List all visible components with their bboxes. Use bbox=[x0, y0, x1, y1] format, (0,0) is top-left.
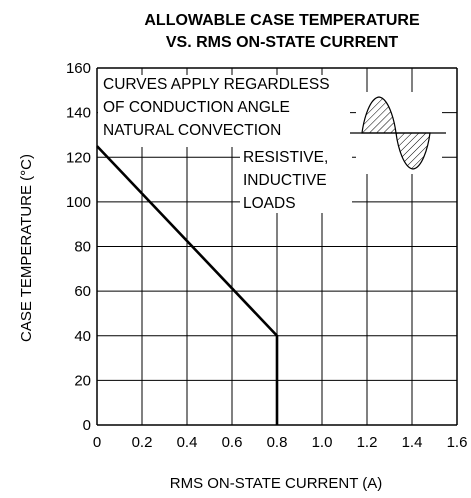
x-tick-label: 1.2 bbox=[357, 434, 378, 451]
sine-wave-icon bbox=[350, 92, 446, 174]
y-tick-label: 100 bbox=[66, 194, 91, 211]
load-label-line-3: LOADS bbox=[243, 195, 296, 212]
annotation-line-3: NATURAL CONVECTION bbox=[103, 122, 281, 139]
annotation-line-2: OF CONDUCTION ANGLE bbox=[103, 99, 290, 116]
annotation-background bbox=[98, 75, 350, 147]
y-tick-label: 20 bbox=[74, 372, 91, 389]
y-tick-label: 60 bbox=[74, 283, 91, 300]
x-axis-label: RMS ON-STATE CURRENT (A) bbox=[170, 475, 383, 492]
annotation-line-1: CURVES APPLY REGARDLESS bbox=[103, 76, 330, 93]
chart-title-line-2: VS. RMS ON-STATE CURRENT bbox=[166, 34, 399, 51]
y-tick-label: 140 bbox=[66, 105, 91, 122]
x-tick-label: 1.4 bbox=[402, 434, 423, 451]
x-tick-label: 1.0 bbox=[312, 434, 333, 451]
load-label-line-2: INDUCTIVE bbox=[243, 172, 327, 189]
load-label-block: RESISTIVE, INDUCTIVE LOADS bbox=[240, 147, 352, 213]
y-tick-label: 0 bbox=[83, 417, 91, 434]
y-tick-label: 80 bbox=[74, 239, 91, 256]
y-tick-label: 40 bbox=[74, 328, 91, 345]
annotation-block: CURVES APPLY REGARDLESS OF CONDUCTION AN… bbox=[98, 75, 350, 147]
x-tick-label: 0.4 bbox=[177, 434, 198, 451]
series-layer bbox=[96, 145, 279, 425]
load-label-line-1: RESISTIVE, bbox=[243, 149, 328, 166]
y-axis-label: CASE TEMPERATURE (°C) bbox=[18, 154, 35, 342]
x-tick-label: 0.8 bbox=[267, 434, 288, 451]
tick-labels: 0 0.2 0.4 0.6 0.8 1.0 1.2 1.4 1.6 0 20 40 60 80 100 120… bbox=[66, 60, 467, 451]
x-tick-label: 1.6 bbox=[447, 434, 468, 451]
x-tick-label: 0.6 bbox=[222, 434, 243, 451]
x-tick-label: 0 bbox=[93, 434, 101, 451]
chart-title-line-1: ALLOWABLE CASE TEMPERATURE bbox=[144, 12, 420, 29]
y-tick-label: 160 bbox=[66, 60, 91, 77]
y-tick-label: 120 bbox=[66, 149, 91, 166]
x-tick-label: 0.2 bbox=[132, 434, 153, 451]
load-label-background bbox=[240, 147, 352, 213]
series-line bbox=[96, 145, 279, 425]
